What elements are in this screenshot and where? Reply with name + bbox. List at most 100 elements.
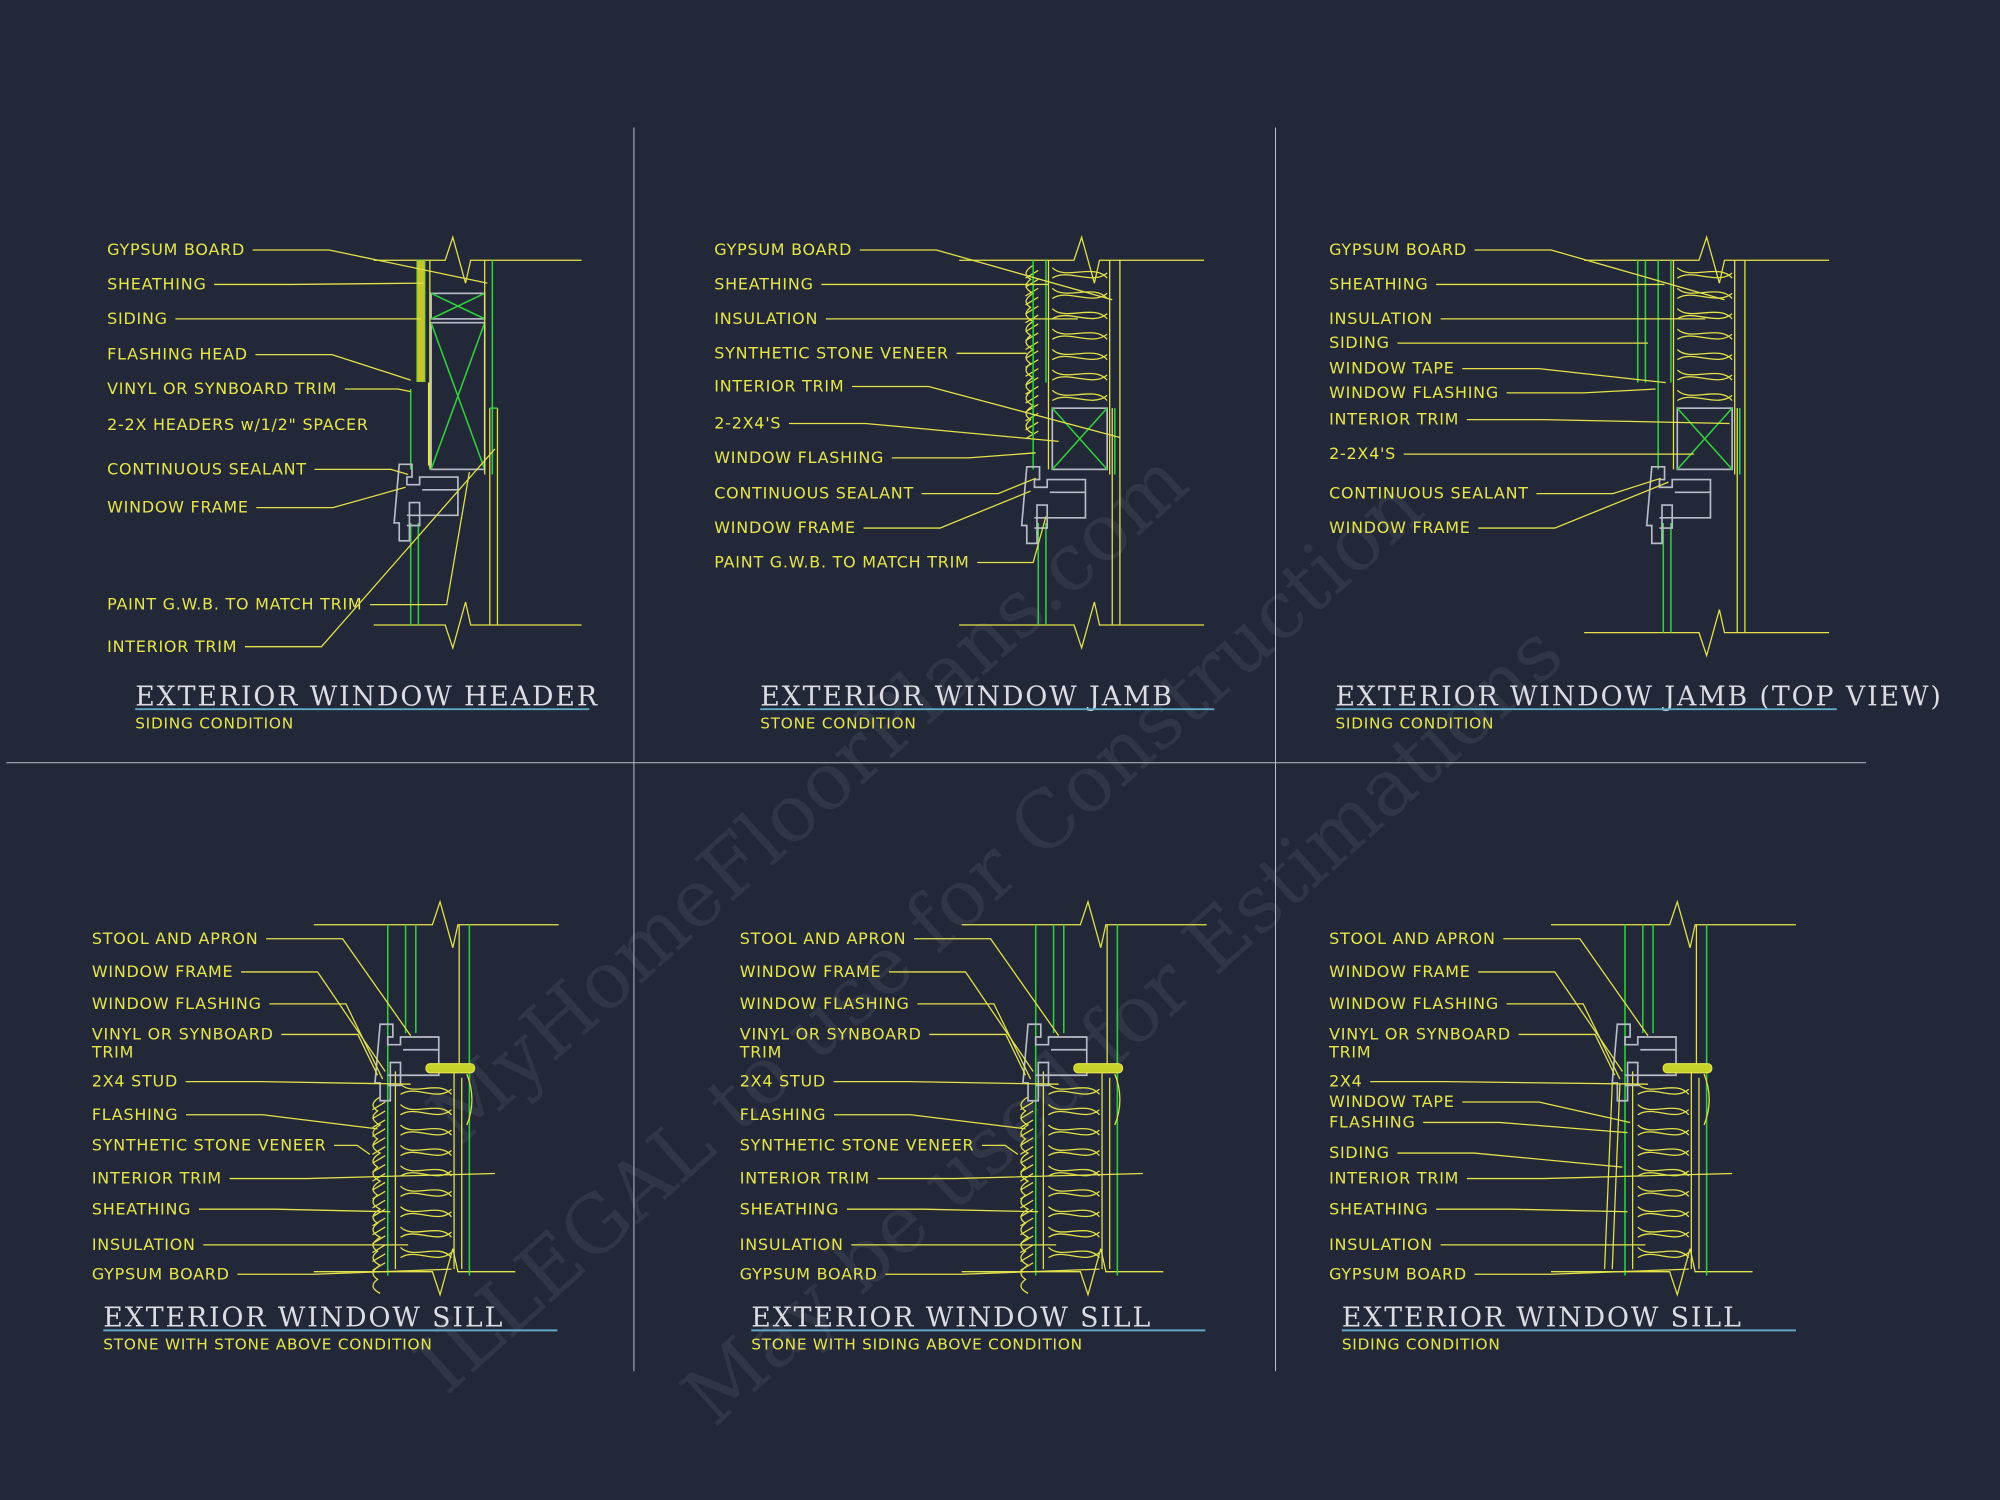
leader-line — [877, 1172, 1143, 1180]
annotation-label: WINDOW FLASHING — [1329, 383, 1499, 402]
stone-hatch — [1020, 1101, 1034, 1271]
green-lines — [1034, 924, 1119, 1276]
annotation-label: 2-2X4'S — [1329, 444, 1396, 463]
leader-line — [833, 1080, 1059, 1085]
leader-line — [1518, 1033, 1616, 1076]
leader-line — [885, 1268, 1100, 1275]
insulation-batt — [1051, 267, 1108, 402]
insulation-batt — [1637, 1083, 1690, 1259]
annotation-label: PAINT G.W.B. TO MATCH TRIM — [107, 595, 362, 614]
wall-lines — [1042, 924, 1111, 1270]
leader-line — [314, 468, 409, 476]
annotation-label: 2-2X4'S — [714, 414, 781, 433]
detail-title: EXTERIOR WINDOW SILL — [1342, 1303, 1743, 1334]
annotation-label: INSULATION — [740, 1235, 844, 1254]
window-frame-profile — [1020, 466, 1087, 545]
section-drawing — [373, 235, 582, 651]
wall-lines — [1047, 260, 1121, 625]
window-frame-profile — [1022, 1023, 1088, 1102]
green-lines — [1624, 924, 1708, 1276]
leader-line — [788, 422, 1059, 442]
leader-line — [1466, 419, 1730, 425]
annotation-label: INSULATION — [92, 1235, 196, 1254]
leader-line — [255, 353, 411, 381]
break-line — [1584, 235, 1830, 284]
annotation-label: INSULATION — [1329, 309, 1433, 328]
annotation-label: CONTINUOUS SEALANT — [107, 459, 307, 478]
stud-block — [1676, 407, 1733, 471]
annotation-label: TRIM — [1328, 1042, 1371, 1061]
window-frame-profile — [1611, 1023, 1677, 1102]
section-drawing — [961, 899, 1207, 1297]
annotation-label: SHEATHING — [107, 275, 206, 294]
leader-line — [1474, 249, 1725, 301]
stud-x — [430, 292, 486, 320]
section-drawing — [1551, 899, 1796, 1297]
stool — [1073, 1063, 1124, 1074]
leader-line — [186, 1114, 378, 1130]
annotation-label: WINDOW TAPE — [1329, 1092, 1455, 1111]
annotation-label: GYPSUM BOARD — [714, 240, 852, 259]
leader-line — [1474, 1268, 1689, 1275]
leader-line — [1462, 367, 1666, 384]
detail-panel-3: GYPSUM BOARD SHEATHING INSULATION SIDING WIN… — [1329, 235, 1942, 732]
annotation-label: WINDOW FLASHING — [740, 994, 910, 1013]
leader-line — [921, 477, 1036, 495]
detail-panel-2: GYPSUM BOARD SHEATHING INSULATION SYNTHETIC… — [714, 235, 1215, 732]
stone-veneer — [1020, 1096, 1030, 1294]
leader-line — [244, 448, 496, 648]
annotation-label: GYPSUM BOARD — [1329, 240, 1467, 259]
detail-subtitle: STONE CONDITION — [760, 714, 916, 732]
annotation-label: INTERIOR TRIM — [740, 1169, 870, 1188]
apron — [1703, 1073, 1710, 1126]
annotation-label: VINYL OR SYNBOARD — [1329, 1025, 1511, 1044]
annotation-label: GYPSUM BOARD — [1329, 1264, 1467, 1283]
leader-line — [1503, 938, 1649, 1037]
annotation-label: SHEATHING — [1329, 1199, 1428, 1218]
leader-line — [1423, 1121, 1628, 1134]
leader-line — [863, 490, 1031, 529]
annotation-label: WINDOW FRAME — [714, 518, 856, 537]
break-line — [313, 1248, 516, 1297]
annotation-label: TRIM — [91, 1042, 134, 1061]
leader-line — [1478, 971, 1623, 1072]
annotation-label: SHEATHING — [92, 1199, 191, 1218]
detail-subtitle: SIDING CONDITION — [135, 714, 294, 732]
leader-line — [1436, 1208, 1628, 1213]
wall-lines — [1632, 924, 1700, 1270]
stud-x — [1051, 407, 1108, 470]
detail-subtitle: SIDING CONDITION — [1335, 714, 1494, 732]
break-line — [1584, 609, 1830, 658]
annotation-label: INSULATION — [1329, 1235, 1433, 1254]
panel-dividers — [6, 127, 1867, 1372]
annotation-label: WINDOW FLASHING — [92, 994, 262, 1013]
annotation-label: INTERIOR TRIM — [92, 1169, 222, 1188]
detail-panel-1: GYPSUM BOARD SHEATHING SIDING FLASHING HEAD… — [107, 235, 599, 732]
annotation-label: WINDOW FRAME — [740, 962, 882, 981]
annotation-label: GYPSUM BOARD — [107, 240, 245, 259]
leader-line — [977, 516, 1047, 564]
leader-line — [334, 1144, 371, 1155]
leader-line — [1506, 1003, 1621, 1080]
annotation-label: WINDOW FRAME — [1329, 962, 1471, 981]
detail-title: EXTERIOR WINDOW HEADER — [135, 681, 599, 712]
detail-title: EXTERIOR WINDOW SILL — [751, 1303, 1152, 1334]
leader-line — [281, 1033, 379, 1076]
annotation-label: WINDOW FRAME — [92, 962, 234, 981]
leader-line — [1397, 1152, 1623, 1168]
annotation-label: FLASHING HEAD — [107, 345, 248, 364]
siding-board — [416, 259, 426, 383]
annotation-label: SHEATHING — [714, 275, 813, 294]
detail-title: EXTERIOR WINDOW JAMB (TOP VIEW) — [1335, 681, 1942, 712]
leader-line — [269, 1003, 384, 1080]
detail-title: EXTERIOR WINDOW JAMB — [760, 681, 1174, 712]
leader-line — [914, 938, 1060, 1037]
insulation-batt — [1676, 267, 1733, 402]
green-lines — [1657, 260, 1741, 633]
leader-line — [198, 1208, 391, 1213]
leader-line — [859, 249, 1113, 301]
wall-lines — [427, 260, 499, 625]
window-frame-profile — [1645, 466, 1712, 545]
annotation-label: FLASHING — [740, 1105, 827, 1124]
annotation-label: INTERIOR TRIM — [107, 637, 237, 656]
